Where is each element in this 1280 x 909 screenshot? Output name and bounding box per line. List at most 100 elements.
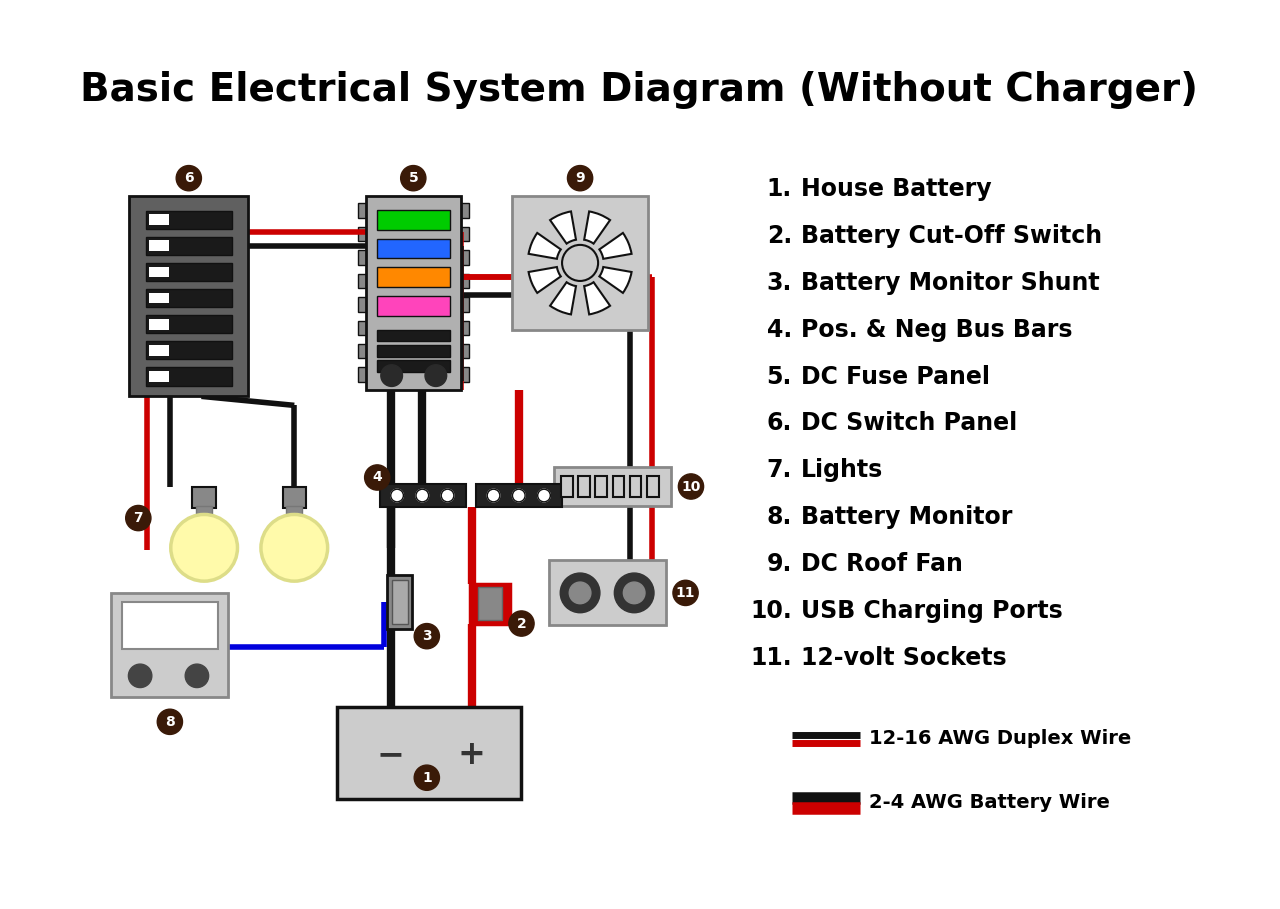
Bar [358, 204, 367, 218]
Bar [150, 319, 169, 330]
Wedge shape [599, 233, 631, 259]
Text: 6: 6 [184, 171, 193, 185]
Bar [192, 486, 216, 508]
Circle shape [177, 165, 201, 191]
Circle shape [673, 580, 698, 605]
Bar [378, 360, 451, 372]
Bar [561, 475, 573, 497]
Bar [150, 215, 169, 225]
Circle shape [678, 474, 704, 499]
Bar [150, 293, 169, 304]
Text: 12-volt Sockets: 12-volt Sockets [801, 645, 1006, 670]
Text: 6.: 6. [767, 412, 792, 435]
Text: DC Fuse Panel: DC Fuse Panel [801, 365, 989, 388]
Bar [358, 367, 367, 382]
Text: 7.: 7. [767, 458, 792, 483]
Bar [479, 587, 502, 620]
Bar [392, 580, 408, 624]
Bar [554, 466, 671, 506]
Bar [146, 289, 232, 307]
Bar [146, 367, 232, 385]
Bar [461, 367, 470, 382]
Circle shape [512, 489, 525, 502]
Bar [378, 267, 451, 287]
Wedge shape [529, 267, 561, 293]
Circle shape [125, 505, 151, 531]
Bar [461, 204, 470, 218]
Text: 9: 9 [575, 171, 585, 185]
Text: 11: 11 [676, 586, 695, 600]
Text: 12-16 AWG Duplex Wire: 12-16 AWG Duplex Wire [869, 729, 1130, 748]
Text: House Battery: House Battery [801, 177, 992, 201]
Wedge shape [529, 233, 561, 259]
Circle shape [416, 489, 429, 502]
Text: Battery Cut-Off Switch: Battery Cut-Off Switch [801, 224, 1102, 248]
Text: 4: 4 [372, 471, 383, 484]
Text: +: + [458, 738, 486, 771]
Text: 5.: 5. [767, 365, 792, 388]
Text: Lights: Lights [801, 458, 883, 483]
Bar [646, 475, 658, 497]
Wedge shape [584, 282, 611, 315]
Bar [387, 574, 412, 629]
Wedge shape [550, 282, 576, 315]
Circle shape [425, 365, 447, 386]
Bar [146, 263, 232, 281]
Text: USB Charging Ports: USB Charging Ports [801, 599, 1062, 623]
Circle shape [567, 165, 593, 191]
Circle shape [390, 489, 403, 502]
Bar [549, 561, 666, 625]
Circle shape [415, 624, 439, 649]
Text: 2: 2 [517, 616, 526, 631]
Bar [378, 330, 451, 342]
Bar [358, 345, 367, 358]
Bar [196, 506, 212, 519]
Bar [461, 345, 470, 358]
Text: Battery Monitor: Battery Monitor [801, 505, 1012, 529]
Bar [287, 506, 302, 519]
Bar [366, 196, 461, 390]
Wedge shape [550, 212, 576, 244]
Bar [150, 371, 169, 382]
Bar [146, 211, 232, 229]
Text: 8.: 8. [767, 505, 792, 529]
Bar [111, 593, 228, 696]
Bar [461, 321, 470, 335]
Circle shape [623, 582, 645, 604]
Circle shape [157, 709, 183, 734]
Circle shape [365, 464, 390, 490]
Text: 10.: 10. [750, 599, 792, 623]
Bar [146, 236, 232, 255]
Bar [358, 297, 367, 312]
Bar [358, 250, 367, 265]
Bar [470, 584, 509, 624]
Bar [358, 274, 367, 288]
Circle shape [170, 514, 238, 581]
Bar [378, 345, 451, 356]
Bar [146, 342, 232, 359]
Text: Pos. & Neg Bus Bars: Pos. & Neg Bus Bars [801, 317, 1073, 342]
Text: 3: 3 [422, 629, 431, 644]
Bar [122, 602, 218, 649]
Text: 9.: 9. [767, 552, 792, 576]
Text: Basic Electrical System Diagram (Without Charger): Basic Electrical System Diagram (Without… [79, 71, 1198, 109]
Text: 2.: 2. [767, 224, 792, 248]
Text: 5: 5 [408, 171, 419, 185]
Text: 3.: 3. [767, 271, 792, 295]
Text: −: − [376, 738, 404, 771]
Bar [380, 484, 466, 507]
Bar [476, 484, 562, 507]
Bar [461, 297, 470, 312]
Text: 7: 7 [133, 511, 143, 525]
Circle shape [415, 765, 439, 790]
Circle shape [614, 573, 654, 613]
Circle shape [488, 489, 500, 502]
Text: 8: 8 [165, 714, 175, 729]
Text: 2-4 AWG Battery Wire: 2-4 AWG Battery Wire [869, 793, 1110, 812]
Text: 11.: 11. [750, 645, 792, 670]
Bar [630, 475, 641, 497]
Text: 1.: 1. [767, 177, 792, 201]
Bar [150, 240, 169, 251]
Circle shape [401, 165, 426, 191]
Circle shape [570, 582, 591, 604]
